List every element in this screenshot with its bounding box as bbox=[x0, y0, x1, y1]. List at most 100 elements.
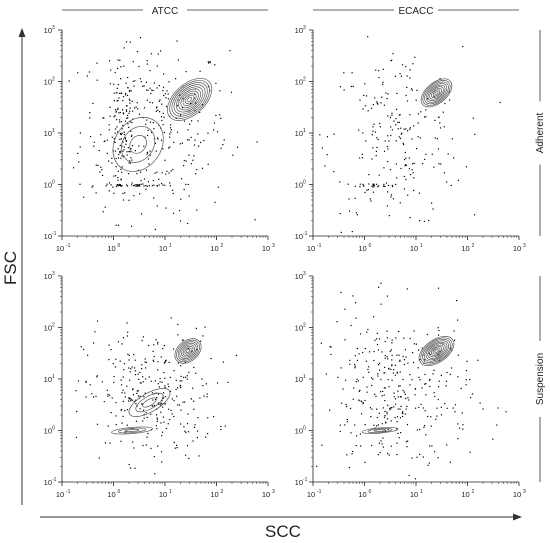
event-dot bbox=[95, 164, 97, 166]
event-dot bbox=[354, 355, 356, 357]
event-dot bbox=[377, 349, 380, 351]
event-dot bbox=[113, 83, 115, 85]
event-dot bbox=[122, 376, 124, 378]
event-dot bbox=[121, 128, 123, 130]
event-dot bbox=[93, 342, 95, 344]
event-dot bbox=[131, 110, 134, 112]
event-dot bbox=[118, 97, 120, 99]
event-dot bbox=[126, 385, 128, 387]
event-dot bbox=[122, 199, 125, 201]
event-dot bbox=[120, 185, 122, 187]
event-dot bbox=[181, 107, 184, 109]
event-dot bbox=[108, 359, 110, 361]
event-dot bbox=[424, 116, 426, 118]
event-dot bbox=[474, 133, 476, 135]
event-dot bbox=[444, 403, 446, 405]
x-tick-exponent: -1 bbox=[317, 243, 322, 249]
event-dot bbox=[143, 107, 146, 109]
contour-line bbox=[429, 86, 444, 100]
event-dot bbox=[391, 114, 393, 116]
event-dot bbox=[185, 454, 187, 456]
event-dot bbox=[161, 403, 163, 405]
event-dot bbox=[184, 361, 186, 363]
event-dot bbox=[95, 395, 97, 397]
event-dot bbox=[380, 391, 382, 393]
event-dot bbox=[109, 83, 111, 85]
event-dot bbox=[120, 78, 122, 80]
event-dot bbox=[116, 126, 118, 128]
event-dot bbox=[402, 411, 404, 413]
event-dot bbox=[115, 224, 117, 226]
event-dot bbox=[131, 145, 134, 147]
event-dot bbox=[126, 117, 128, 119]
event-dot bbox=[447, 153, 449, 155]
event-dot bbox=[465, 384, 467, 386]
event-dot bbox=[349, 363, 351, 365]
x-tick-label: 10 bbox=[159, 490, 167, 499]
event-dot bbox=[118, 184, 120, 186]
event-dot bbox=[187, 129, 189, 131]
event-dot bbox=[386, 205, 388, 207]
event-dot bbox=[440, 406, 442, 408]
event-dot bbox=[191, 120, 193, 122]
event-dot bbox=[68, 80, 70, 82]
event-dot bbox=[153, 184, 155, 186]
event-dot bbox=[354, 363, 356, 366]
event-dot bbox=[316, 465, 318, 467]
event-dot bbox=[470, 397, 472, 399]
event-dot bbox=[391, 342, 393, 344]
event-dot bbox=[142, 336, 144, 338]
event-dot bbox=[396, 428, 398, 430]
event-dot bbox=[410, 88, 413, 90]
event-dot bbox=[119, 111, 121, 114]
event-dot bbox=[415, 407, 417, 409]
event-dot bbox=[85, 396, 87, 398]
event-dot bbox=[412, 63, 414, 65]
event-dot bbox=[446, 371, 448, 374]
event-dot bbox=[132, 394, 134, 396]
event-dot bbox=[113, 375, 115, 378]
event-dot bbox=[346, 421, 348, 423]
contour-line bbox=[173, 84, 206, 115]
event-dot bbox=[407, 397, 409, 399]
event-dot bbox=[207, 61, 209, 63]
event-dot bbox=[77, 152, 79, 154]
event-dot bbox=[379, 122, 381, 125]
x-tick-exponent: 3 bbox=[272, 489, 275, 495]
contour-line bbox=[171, 82, 208, 117]
event-dot bbox=[413, 125, 415, 127]
event-dot bbox=[154, 380, 156, 382]
event-dot bbox=[125, 41, 128, 43]
event-dot bbox=[366, 331, 368, 333]
event-dot bbox=[405, 441, 408, 443]
event-dot bbox=[378, 174, 380, 176]
event-dot bbox=[401, 132, 403, 134]
event-dot bbox=[150, 92, 152, 95]
event-dot bbox=[128, 359, 130, 361]
event-dot bbox=[359, 389, 361, 391]
event-dot bbox=[425, 153, 427, 155]
event-dot bbox=[377, 373, 379, 375]
event-dot bbox=[172, 192, 174, 195]
event-dot bbox=[132, 389, 134, 391]
contour-line bbox=[129, 135, 147, 154]
event-dot bbox=[115, 175, 117, 177]
contour-line bbox=[423, 340, 450, 362]
event-dot bbox=[148, 163, 150, 165]
event-dot bbox=[220, 425, 222, 427]
event-dot bbox=[145, 367, 147, 369]
y-tick-exponent: 0 bbox=[52, 180, 55, 186]
event-dot bbox=[181, 380, 183, 382]
event-dot bbox=[380, 378, 382, 381]
event-dot bbox=[151, 102, 154, 104]
event-dot bbox=[362, 132, 364, 134]
event-dot bbox=[418, 349, 420, 351]
y-tick-exponent: 2 bbox=[303, 323, 306, 329]
y-tick-label: 10 bbox=[295, 478, 303, 487]
x-tick-label: 10 bbox=[358, 244, 366, 253]
event-dot bbox=[83, 348, 85, 351]
event-dot bbox=[348, 198, 350, 200]
event-dot bbox=[127, 117, 129, 119]
event-dot bbox=[436, 415, 438, 417]
event-dot bbox=[162, 431, 164, 433]
